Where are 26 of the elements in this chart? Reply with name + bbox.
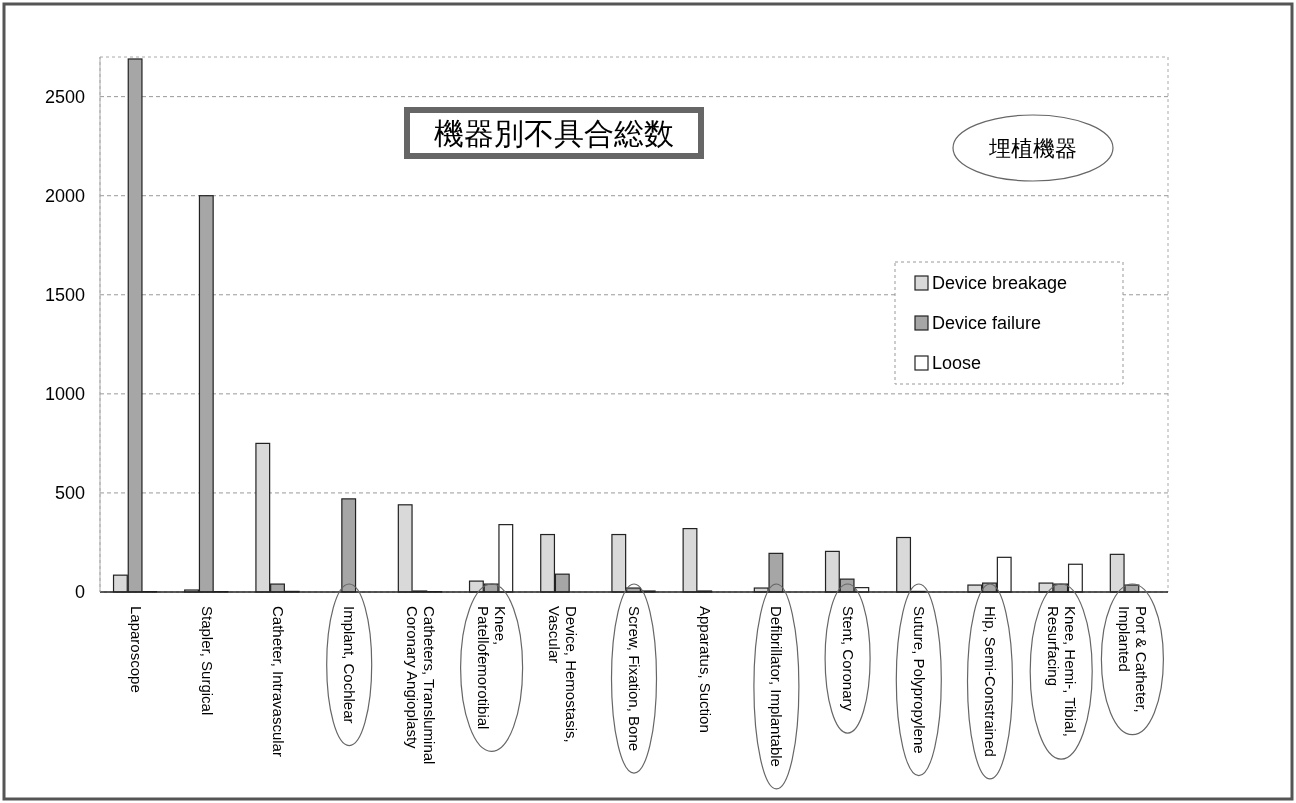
x-tick-label: Stapler, Surgical [198,606,216,716]
x-tick-label: Device, Hemostasis, Vascular [546,606,581,743]
x-tick-label: Implant, Cochlear [341,606,359,724]
x-tick-label: Defibrillator, Implantable [768,606,786,767]
x-tick-label: Knee, Hemi-, Tibial, Resurfacing [1044,606,1079,737]
legend-label: Device failure [932,313,1042,333]
y-tick-label: 1500 [44,284,85,305]
text: 機器別不具合総数 [434,117,674,150]
x-tick-label: Suture, Polypropylene [910,606,928,754]
y-tick-label: 1000 [44,383,85,404]
legend-label: Device breakage [932,273,1068,293]
y-tick-label: 500 [54,482,85,503]
x-tick-label: Screw, Fixation, Bone [626,606,643,752]
x-tick-label: Apparatus, Suction [697,606,715,733]
y-tick-label: 2000 [44,185,85,206]
x-tick-label: Hip, Semi-Constrained [982,606,999,757]
annotation: 埋植機器 [988,136,1077,161]
x-tick-label: Knee, Patellofemorotibial [475,606,510,730]
x-tick-label: Catheters, Transluminal Coronary Angioplasty [403,606,438,765]
x-tick-label: Stent, Coronary [839,606,857,712]
y-tick-label: 0 [74,582,85,602]
x-tick-label: Catheter, Intravascular [270,606,287,757]
x-tick-label: Port & Catheter, Implanted [1115,606,1150,713]
x-tick-label: Laparoscope [127,606,145,693]
y-tick-label: 2500 [44,86,85,107]
legend-label: Loose [932,353,982,373]
